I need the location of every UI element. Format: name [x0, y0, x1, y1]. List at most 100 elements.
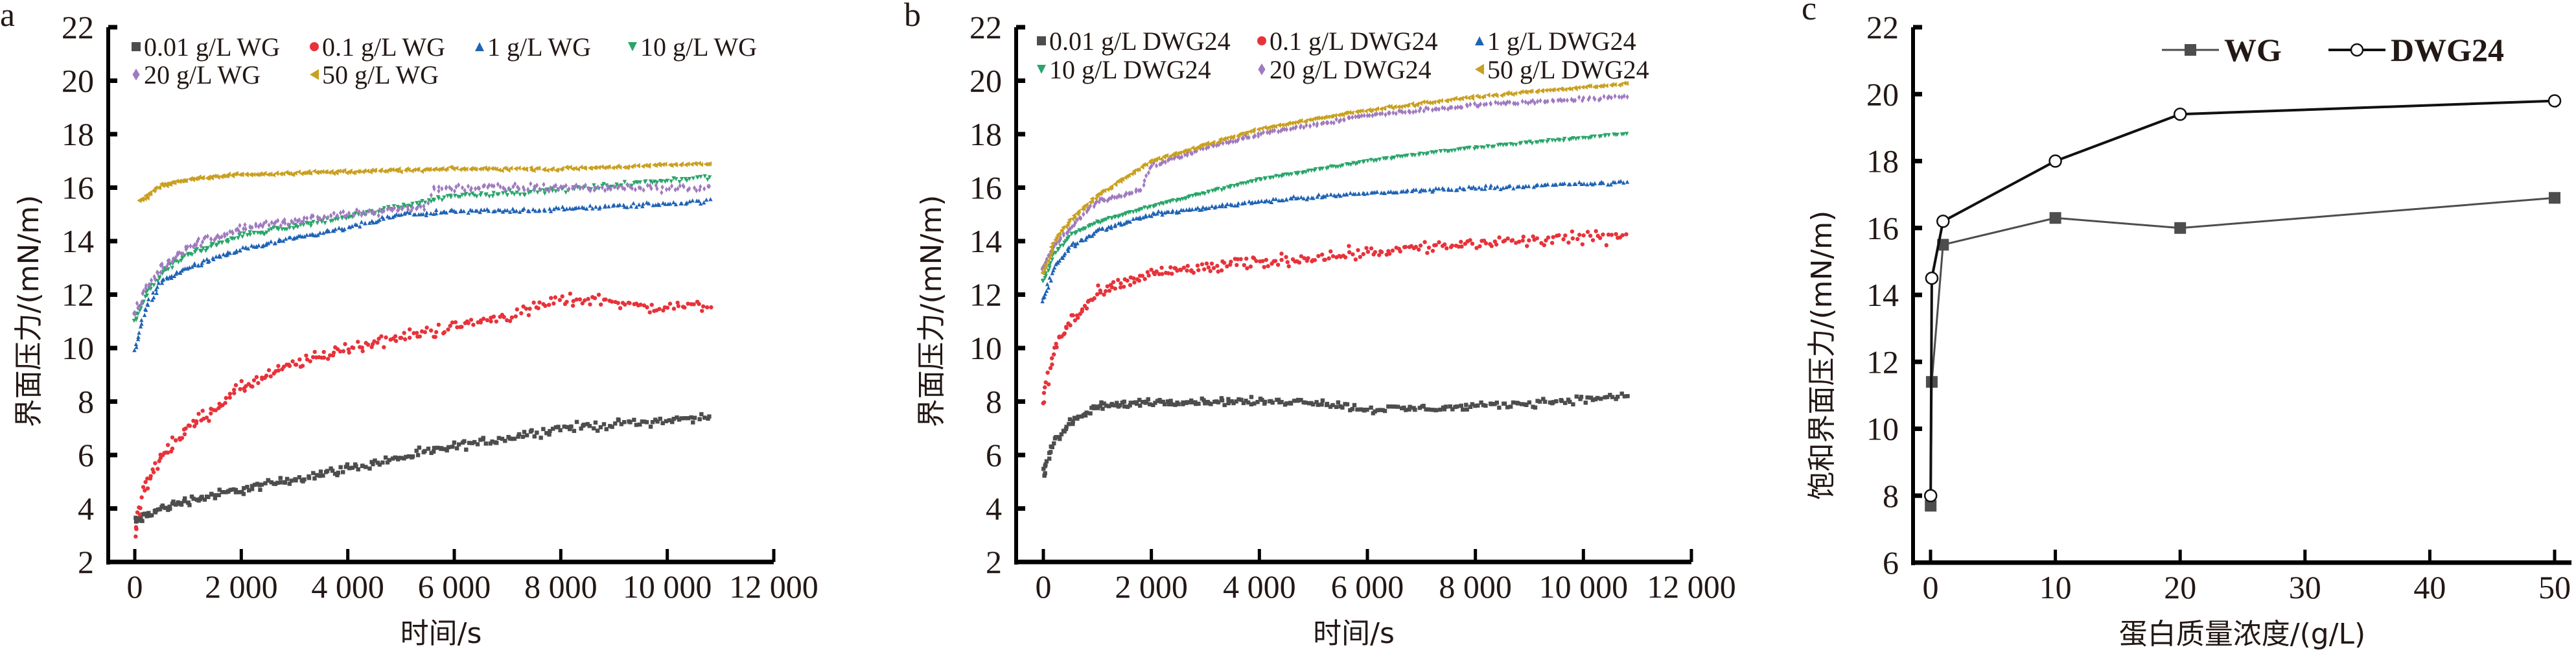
- data-point: [272, 221, 276, 227]
- data-point: [217, 487, 222, 492]
- data-point: [203, 234, 207, 240]
- data-point: [1050, 445, 1054, 450]
- data-point: [174, 178, 179, 184]
- data-point: [649, 185, 653, 191]
- y-tick-label: 18: [1866, 143, 1899, 180]
- data-point: [351, 345, 356, 350]
- data-point: [1314, 400, 1319, 404]
- data-point: [1426, 100, 1432, 106]
- data-point: [1328, 404, 1333, 409]
- panel-label: c: [1802, 0, 1816, 27]
- data-point: [244, 172, 249, 178]
- data-point: [335, 473, 340, 478]
- data-point: [1128, 403, 1132, 408]
- data-point: [1393, 104, 1397, 110]
- data-point: [1071, 213, 1076, 218]
- data-point: [231, 388, 237, 392]
- data-point: [386, 205, 391, 209]
- y-tick-label: 20: [62, 63, 94, 99]
- data-point: [531, 168, 536, 173]
- data-point: [1408, 404, 1412, 409]
- data-point: [228, 229, 232, 235]
- data-point: [347, 466, 352, 471]
- data-point: [600, 185, 605, 191]
- data-point: [354, 222, 359, 228]
- data-point: [1247, 199, 1251, 204]
- data-point: [1476, 94, 1481, 100]
- data-point: [548, 185, 552, 191]
- data-point: [1102, 188, 1107, 193]
- data-point: [134, 518, 139, 523]
- data-point: [406, 207, 410, 213]
- data-point: [1296, 119, 1301, 124]
- data-point: [1185, 264, 1190, 268]
- data-point: [1535, 99, 1540, 104]
- data-point: [1431, 188, 1435, 193]
- data-point: [1198, 143, 1203, 148]
- data-point: [423, 330, 427, 334]
- data-point: [1473, 403, 1478, 408]
- data-point: [1597, 236, 1603, 240]
- data-point: [673, 202, 679, 207]
- data-point: [608, 424, 612, 428]
- data-point: [638, 302, 643, 307]
- data-point: [165, 443, 170, 447]
- data-point: [1544, 238, 1548, 243]
- data-point: [1222, 136, 1227, 141]
- data-point: [1156, 209, 1161, 214]
- data-point: [1373, 250, 1378, 255]
- triangle-up-marker-icon: [1475, 36, 1484, 45]
- data-point: [655, 419, 660, 424]
- data-point: [223, 233, 227, 239]
- data-point: [519, 311, 524, 316]
- data-point: [245, 233, 249, 237]
- data-point: [187, 503, 192, 508]
- data-point: [1144, 399, 1149, 404]
- data-point: [1514, 240, 1518, 245]
- data-point: [1057, 435, 1062, 439]
- data-point: [1355, 161, 1360, 165]
- data-point: [1242, 135, 1246, 141]
- data-point: [1425, 251, 1430, 255]
- data-point: [1049, 356, 1054, 360]
- data-point: [1043, 274, 1049, 279]
- data-point: [1225, 202, 1229, 206]
- data-point: [357, 209, 361, 215]
- data-point: [1306, 169, 1311, 173]
- data-point: [297, 217, 301, 223]
- data-point: [1124, 190, 1128, 196]
- data-point: [1326, 120, 1330, 126]
- data-point: [1076, 414, 1081, 419]
- data-point: [1153, 401, 1157, 405]
- data-point: [1338, 193, 1343, 198]
- data-point: [667, 186, 671, 192]
- data-point: [1363, 108, 1368, 114]
- data-point: [382, 345, 386, 349]
- data-point: [227, 395, 232, 400]
- data-point: [428, 211, 434, 216]
- data-point: [616, 301, 620, 305]
- data-point: [1345, 402, 1350, 406]
- data-point: [532, 186, 536, 193]
- data-point: [281, 239, 286, 243]
- data-point: [420, 198, 424, 204]
- data-point: [1170, 208, 1175, 213]
- data-point: [377, 462, 382, 467]
- data-point: [412, 331, 416, 336]
- data-point: [516, 434, 520, 439]
- data-point: [621, 185, 625, 191]
- data-point: [1245, 266, 1249, 271]
- data-point: [1392, 404, 1397, 409]
- data-point: [220, 490, 225, 495]
- data-point: [1067, 217, 1072, 223]
- data-point: [191, 496, 196, 501]
- data-point: [1588, 95, 1592, 100]
- data-point: [1384, 156, 1389, 161]
- data-point: [1426, 407, 1431, 412]
- data-point: [1422, 108, 1426, 114]
- data-point: [1095, 198, 1098, 205]
- data-point: [249, 172, 253, 178]
- data-point: [1527, 238, 1531, 243]
- data-point: [609, 299, 614, 304]
- data-point: [1250, 200, 1255, 205]
